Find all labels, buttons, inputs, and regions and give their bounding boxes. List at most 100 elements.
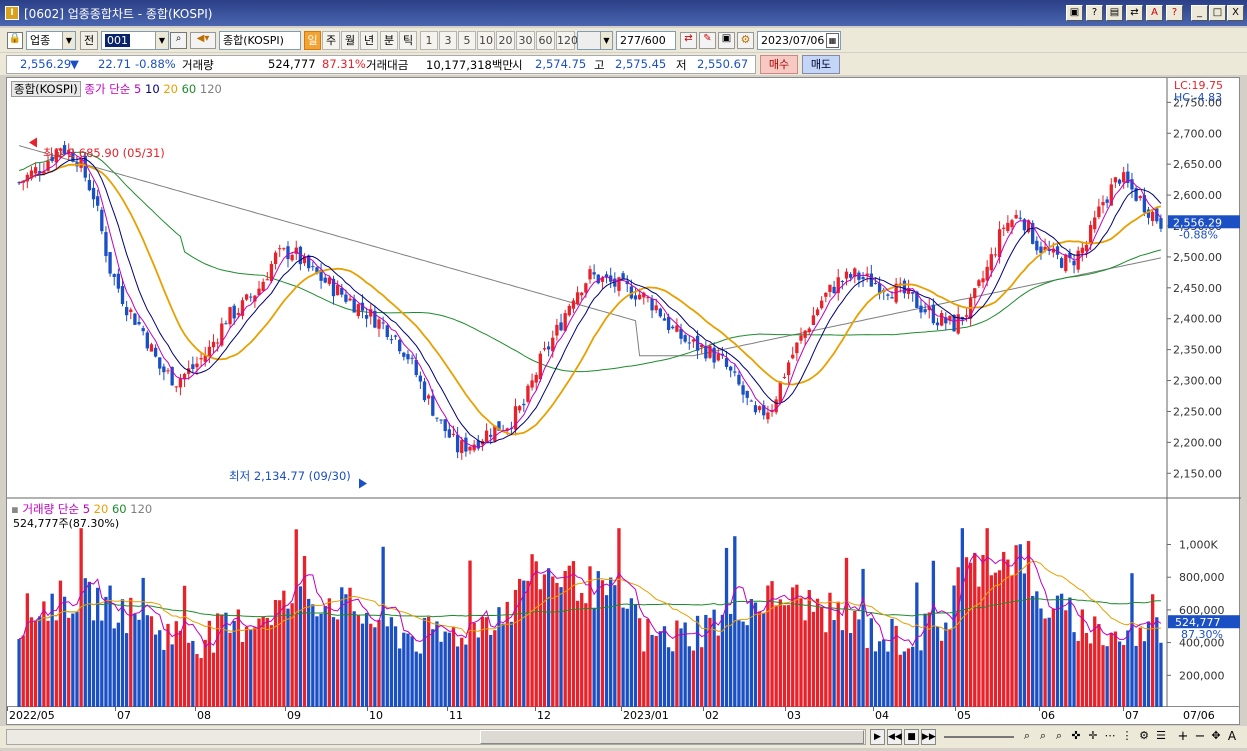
candle-body <box>952 314 956 332</box>
speaker-icon[interactable]: ◀▾ <box>190 32 216 49</box>
minus-icon[interactable]: − <box>1194 729 1206 744</box>
font-size-icon[interactable]: A <box>1227 729 1237 743</box>
candle-body <box>356 304 360 317</box>
tab-month[interactable]: 월 <box>341 31 359 50</box>
tab-year[interactable]: 년 <box>360 31 378 50</box>
chart-tool-icon[interactable]: ✎ <box>699 32 716 49</box>
candle-body <box>166 370 170 372</box>
market-select[interactable]: 업종 ▼ <box>26 31 76 50</box>
volume-bar <box>1122 644 1126 708</box>
crosshair-icon[interactable]: ✛ <box>1088 729 1098 742</box>
candle-body <box>774 399 778 413</box>
calendar-icon[interactable]: ▦ <box>826 33 839 48</box>
interval-1[interactable]: 1 <box>420 31 438 50</box>
x-axis: 2022/05 07 08 09 10 11 12 2023/01 02 03 04 05 06 07 07… <box>6 707 1240 725</box>
volume-bar <box>584 603 588 708</box>
candle-body <box>505 428 509 431</box>
candle-body <box>551 337 555 352</box>
scrollbar-thumb[interactable] <box>480 730 864 744</box>
rewind-icon[interactable]: ◀◀ <box>887 729 902 745</box>
candle-body <box>319 269 323 281</box>
interval-10[interactable]: 10 <box>477 31 495 50</box>
maximize-button[interactable]: □ <box>1209 5 1226 21</box>
candle-body <box>629 286 634 299</box>
all-checkbox[interactable]: 전 <box>80 31 98 50</box>
move-icon[interactable]: ✥ <box>1211 729 1221 742</box>
stop-icon[interactable]: ■ <box>904 729 919 745</box>
candle-body <box>906 287 911 294</box>
interval-select[interactable]: ▼ <box>577 31 613 50</box>
candle-body <box>25 174 29 182</box>
zoom-out-icon[interactable]: ⌕ <box>1055 729 1063 742</box>
close-button[interactable]: X <box>1227 5 1244 21</box>
candle-body <box>666 316 671 330</box>
interval-60[interactable]: 60 <box>536 31 555 50</box>
lock-icon[interactable]: 🔒 <box>7 32 23 49</box>
arrows-icon[interactable]: ⇄ <box>680 32 697 49</box>
volume-bar <box>203 639 207 708</box>
tab-minute[interactable]: 분 <box>380 31 398 50</box>
save-icon[interactable]: ▣ <box>718 32 735 49</box>
zoom-search-icon[interactable]: ⌕ <box>1023 729 1031 742</box>
date-value: 2023/07/06 <box>761 34 825 47</box>
plus-icon[interactable]: + <box>1177 729 1189 744</box>
candle-body <box>542 348 547 350</box>
sell-button[interactable]: 매도 <box>802 55 840 74</box>
font-button[interactable]: A <box>1146 5 1163 21</box>
price-tick-label: 2,450.00 <box>1173 282 1222 295</box>
chart-area[interactable]: 2,750.002,700.002,650.002,600.002,550.00… <box>6 77 1241 708</box>
tools-icon[interactable]: ⋮ <box>1121 729 1133 742</box>
volume-bar <box>364 612 369 708</box>
volume-bar <box>712 609 716 708</box>
x-axis-tick <box>367 707 368 711</box>
candle-body <box>584 283 588 293</box>
code-input[interactable]: 001 ▼ <box>101 31 169 50</box>
candle-body <box>600 277 605 282</box>
candle-body <box>377 319 381 329</box>
help-button[interactable]: ? <box>1166 5 1183 21</box>
tab-day[interactable]: 일 <box>304 31 321 50</box>
tab-week[interactable]: 주 <box>322 31 340 50</box>
zoom-slider[interactable] <box>944 736 1014 738</box>
volume-bar <box>844 557 849 708</box>
zoom-icon[interactable]: ⌕ <box>1039 729 1047 742</box>
volume-bar <box>931 560 936 708</box>
count-input[interactable]: 277/600 <box>616 31 676 50</box>
volume-legend-ma120: 120 <box>130 502 153 516</box>
volume-bar <box>646 618 650 708</box>
swap-button[interactable]: ⇄ <box>1126 5 1143 21</box>
candle-body <box>753 405 758 413</box>
candle-body <box>116 273 121 289</box>
volume-bar <box>360 623 365 708</box>
interval-3[interactable]: 3 <box>439 31 457 50</box>
candle-body <box>555 324 559 336</box>
cursor-icon[interactable]: ✜ <box>1071 729 1081 742</box>
gear-icon[interactable]: ⚙ <box>737 32 754 49</box>
fast-forward-icon[interactable]: ▶▶ <box>921 729 936 745</box>
scroll-right-icon[interactable]: ▶ <box>870 729 885 745</box>
interval-30[interactable]: 30 <box>516 31 535 50</box>
search-icon[interactable]: ⌕ <box>170 32 187 49</box>
candle-body <box>468 446 472 451</box>
interval-5[interactable]: 5 <box>458 31 476 50</box>
grid-icon[interactable]: ⋯ <box>1104 729 1116 742</box>
interval-20[interactable]: 20 <box>496 31 515 50</box>
candle-body <box>526 385 530 402</box>
interval-120[interactable]: 120 <box>556 31 578 50</box>
settings-icon[interactable]: ⚙ <box>1139 729 1149 742</box>
price-tick-label: 2,400.00 <box>1173 313 1222 326</box>
list-icon[interactable]: ☰ <box>1156 729 1166 742</box>
candle-body <box>87 179 92 191</box>
minimize-button[interactable]: _ <box>1191 5 1208 21</box>
print-button[interactable]: ▤ <box>1106 5 1123 21</box>
tab-tick[interactable]: 틱 <box>399 31 417 50</box>
window-link-button[interactable]: ▣ <box>1066 5 1083 21</box>
help-icon-button[interactable]: ? <box>1086 5 1103 21</box>
last-price-tag <box>1168 215 1240 229</box>
volume-bar <box>662 626 667 708</box>
buy-button[interactable]: 매수 <box>760 55 798 74</box>
date-input[interactable]: 2023/07/06 ▦ <box>757 31 841 50</box>
price-legend-name: 종합(KOSPI) <box>11 81 81 97</box>
volume-bar <box>211 652 216 708</box>
candlestick-chart[interactable]: 2,750.002,700.002,650.002,600.002,550.00… <box>7 78 1241 708</box>
